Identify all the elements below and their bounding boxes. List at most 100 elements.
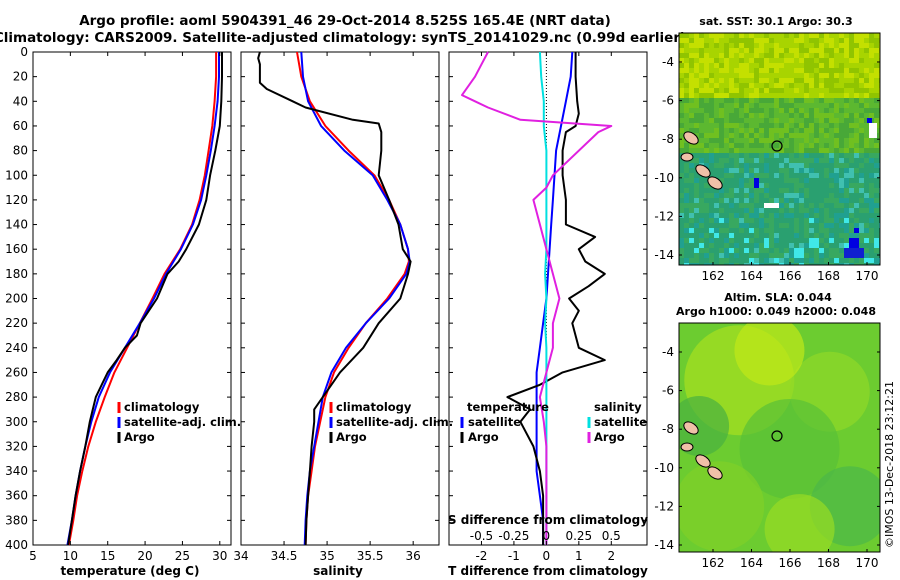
- difference-series-t-argo: [506, 52, 606, 545]
- depth-tick-label: 220: [5, 316, 28, 330]
- salinity-series-climatology: [296, 51, 410, 546]
- difference-legend: temperature satellite Argo salinity sate…: [460, 400, 647, 444]
- map-lat-tick-label: -12: [654, 209, 674, 223]
- map-lon-tick-label: 168: [817, 269, 840, 283]
- depth-tick-label: 120: [5, 193, 28, 207]
- island-shape: [683, 421, 699, 435]
- depth-tick-label: 100: [5, 168, 28, 182]
- mapBot-field: [679, 323, 880, 552]
- map-lon-tick-label: 166: [779, 556, 802, 570]
- temperature-axis-label: temperature (deg C): [61, 564, 200, 578]
- depth-tick-label: 400: [5, 538, 28, 552]
- sst-map-title: sat. SST: 30.1 Argo: 30.3: [699, 15, 852, 28]
- legend-t-argo: Argo: [468, 430, 499, 444]
- imos-watermark: ©IMOS 13-Dec-2018 23:12:21: [883, 381, 896, 548]
- figure-title-line1: Argo profile: aoml 5904391_46 29-Oct-201…: [79, 13, 611, 29]
- map-lat-tick-label: -4: [662, 55, 674, 69]
- map-lon-tick-label: 164: [740, 269, 763, 283]
- depth-tick-label: 260: [5, 365, 28, 379]
- legend-climatology: climatology: [124, 400, 200, 414]
- map-lon-tick-label: 170: [856, 556, 879, 570]
- sla-map: -4 -6 -8 -10 -12 -14 162 164 166 168 170: [654, 322, 881, 570]
- difference-axis-tick-label: -1: [508, 549, 520, 563]
- depth-tick-label: 380: [5, 513, 28, 527]
- map-lon-tick-label: 170: [856, 269, 879, 283]
- island-shape: [707, 466, 723, 480]
- temperature-axis-tick-label: 5: [29, 549, 37, 563]
- island-shape: [683, 131, 699, 145]
- legend-satellite-adj: satellite-adj. clim.: [124, 415, 241, 429]
- sla-map-title-line1: Altim. SLA: 0.044: [724, 291, 832, 304]
- mapBot-frame: [678, 322, 881, 553]
- salinity-panel-frame: [240, 51, 440, 546]
- map-lon-tick-label: 166: [779, 269, 802, 283]
- temperature-axis-tick-label: 10: [63, 549, 78, 563]
- legend-salinity-title: salinity: [594, 400, 642, 414]
- temperature-series-argo: [67, 52, 223, 546]
- legend-argo: Argo: [124, 430, 155, 444]
- salinity-legend: climatology satellite-adj. clim. Argo: [329, 400, 453, 444]
- figure-title-line2: Climatology: CARS2009. Satellite-adjuste…: [0, 30, 686, 46]
- map-lon-tick-label: 164: [740, 556, 763, 570]
- legend-s-argo: Argo: [594, 430, 625, 444]
- sst-map: -4 -6 -8 -10 -12 -14 162 164 166 168 170: [654, 32, 881, 283]
- salinity-series-satellite-adj-clim-: [300, 51, 411, 546]
- legend-climatology: climatology: [336, 400, 412, 414]
- depth-tick-label: 240: [5, 341, 28, 355]
- salinity-series-argo: [257, 51, 412, 546]
- salinity-axis-tick-label: 35.5: [357, 549, 384, 563]
- sla-map-title-line2: Argo h1000: 0.049 h2000: 0.048: [676, 305, 876, 318]
- salinity-axis-label: salinity: [313, 564, 363, 578]
- legend-argo: Argo: [336, 430, 367, 444]
- map-lat-tick-label: -10: [654, 461, 674, 475]
- legend-s-satellite: satellite: [594, 415, 647, 429]
- salinity-axis-tick-label: 34.5: [271, 549, 298, 563]
- island-shape: [695, 454, 711, 468]
- s-difference-tick-label: 0.25: [565, 529, 592, 543]
- island-shape: [680, 152, 694, 162]
- depth-tick-label: 180: [5, 267, 28, 281]
- depth-tick-label: 340: [5, 464, 28, 478]
- map-lat-tick-label: -4: [662, 345, 674, 359]
- temperature-legend: climatology satellite-adj. clim. Argo: [117, 400, 241, 444]
- t-difference-axis-label: T difference from climatology: [448, 564, 648, 578]
- argo-float-marker: [771, 140, 783, 152]
- legend-satellite-adj: satellite-adj. clim.: [336, 415, 453, 429]
- map-lon-tick-label: 162: [702, 269, 725, 283]
- map-lat-tick-label: -14: [654, 248, 674, 262]
- depth-tick-label: 280: [5, 390, 28, 404]
- difference-series-s-argo: [461, 51, 613, 545]
- s-difference-tick-label: 0: [543, 529, 551, 543]
- s-difference-tick-label: -0.25: [498, 529, 529, 543]
- legend-temperature-title: temperature: [467, 400, 549, 414]
- s-difference-tick-label: -0.5: [470, 529, 493, 543]
- depth-tick-label: 360: [5, 489, 28, 503]
- profile-panels: 5 10 15 20 25 30 34 34.5 35 35.5 36 -2 -1 0 1 2 -0.5 -0.2…: [29, 51, 621, 563]
- mapTop-field: [679, 33, 880, 265]
- depth-tick-label: 320: [5, 439, 28, 453]
- map-lat-tick-label: -8: [662, 132, 674, 146]
- temperature-series-climatology: [67, 52, 218, 546]
- legend-t-satellite: satellite: [468, 415, 521, 429]
- map-lon-tick-label: 168: [817, 556, 840, 570]
- depth-tick-label: 80: [13, 144, 28, 158]
- difference-axis-tick-label: 1: [575, 549, 583, 563]
- temperature-axis-tick-label: 25: [175, 549, 190, 563]
- map-lat-tick-label: -6: [662, 94, 674, 108]
- temperature-panel-frame: [32, 51, 232, 546]
- map-lat-tick-label: -8: [662, 422, 674, 436]
- difference-axis-tick-label: 0: [543, 549, 551, 563]
- argo-float-marker: [771, 430, 783, 442]
- temperature-axis-tick-label: 30: [212, 549, 227, 563]
- map-lon-tick-label: 162: [702, 556, 725, 570]
- island-shape: [707, 176, 723, 190]
- s-difference-axis-label: S difference from climatology: [448, 513, 648, 527]
- salinity-axis-tick-label: 34: [233, 549, 248, 563]
- depth-tick-label: 160: [5, 242, 28, 256]
- depth-tick-label: 60: [13, 119, 28, 133]
- map-lat-tick-label: -10: [654, 171, 674, 185]
- island-shape: [695, 164, 711, 178]
- depth-tick-label: 40: [13, 94, 28, 108]
